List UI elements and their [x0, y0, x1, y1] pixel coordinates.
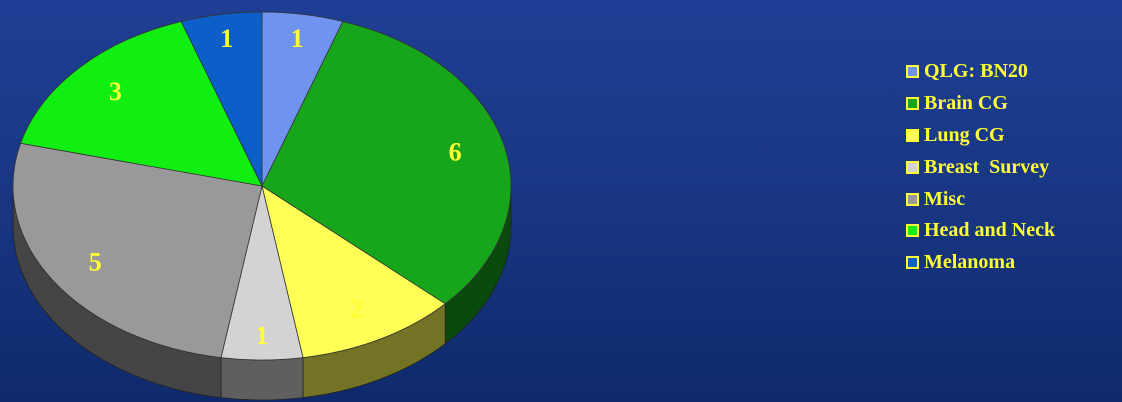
- legend-item-head-and-neck: Head and Neck: [906, 215, 1120, 247]
- pie-slice-melanoma: [180, 11, 263, 187]
- legend: QLG: BN20 Brain CG Lung CG Breast Survey…: [906, 56, 1120, 279]
- legend-swatch-qlg-bn20: [906, 65, 919, 79]
- slice-value-label-qlg-bn20: 1: [291, 24, 304, 53]
- legend-item-misc: Misc: [906, 183, 1120, 215]
- slice-value-label-breast-survey: 1: [256, 321, 269, 350]
- legend-label-misc: Misc: [924, 187, 966, 210]
- legend-item-breast-survey: Breast Survey: [906, 151, 1120, 183]
- slice-value-label-head-and-neck: 3: [109, 77, 122, 106]
- legend-swatch-lung-cg: [906, 128, 919, 142]
- legend-item-melanoma: Melanoma: [906, 247, 1120, 279]
- legend-swatch-misc: [906, 192, 919, 206]
- pie-slice-head-and-neck: [20, 20, 263, 187]
- legend-label-lung-cg: Lung CG: [924, 123, 1005, 146]
- pie-side-breast-survey: [220, 357, 304, 401]
- legend-label-breast-survey: Breast Survey: [924, 155, 1050, 178]
- legend-swatch-melanoma: [906, 256, 919, 270]
- legend-label-head-and-neck: Head and Neck: [924, 219, 1056, 242]
- legend-label-melanoma: Melanoma: [924, 251, 1016, 274]
- legend-label-brain-cg: Brain CG: [924, 92, 1008, 115]
- legend-swatch-head-and-neck: [906, 224, 919, 238]
- pie-slice-misc: [12, 142, 263, 359]
- pie-slice-lung-cg: [261, 185, 446, 359]
- legend-swatch-brain-cg: [906, 97, 919, 111]
- legend-item-brain-cg: Brain CG: [906, 88, 1120, 120]
- legend-label-qlg-bn20: QLG: BN20: [924, 60, 1028, 83]
- legend-swatch-breast-survey: [906, 160, 919, 174]
- slice-value-label-melanoma: 1: [220, 24, 233, 53]
- slice-value-label-lung-cg: 2: [350, 294, 363, 323]
- pie-slice-brain-cg: [261, 20, 512, 305]
- slice-value-label-misc: 5: [89, 248, 102, 277]
- slice-value-label-brain-cg: 6: [449, 137, 462, 166]
- legend-item-qlg-bn20: QLG: BN20: [906, 56, 1120, 88]
- legend-item-lung-cg: Lung CG: [906, 120, 1120, 152]
